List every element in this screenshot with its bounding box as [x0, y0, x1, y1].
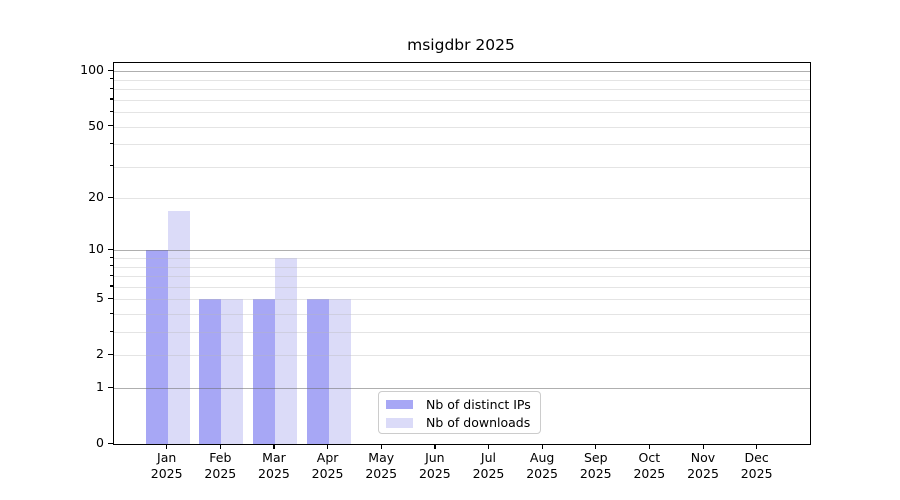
- y-minor-tick-70: [109, 98, 113, 100]
- bar-nb-of-downloads-feb: [221, 299, 244, 444]
- x-tick-apr: [327, 444, 329, 449]
- x-tick-label-dec: Dec 2025: [727, 450, 787, 481]
- x-tick-sep: [595, 444, 597, 449]
- y-tick-1: [107, 386, 113, 388]
- y-tick-label-5: 5: [96, 290, 104, 306]
- y-tick-2: [107, 353, 113, 355]
- month-label: Dec: [744, 450, 769, 465]
- y-tick-label-2: 2: [96, 346, 104, 362]
- x-tick-label-jul: Jul 2025: [458, 450, 518, 481]
- x-tick-label-sep: Sep 2025: [566, 450, 626, 481]
- month-label: Mar: [262, 450, 286, 465]
- month-label: Jun: [425, 450, 445, 465]
- bars-layer: [114, 63, 810, 444]
- year-label: 2025: [472, 465, 505, 481]
- x-tick-jun: [434, 444, 436, 449]
- chart-title: msigdbr 2025: [407, 36, 515, 54]
- year-label: 2025: [579, 465, 612, 481]
- x-tick-label-nov: Nov 2025: [673, 450, 733, 481]
- year-label: 2025: [311, 465, 344, 481]
- y-minor-tick-9: [109, 256, 113, 258]
- month-label: Aug: [529, 450, 555, 465]
- y-minor-tick-90: [109, 78, 113, 80]
- y-minor-tick-7: [109, 274, 113, 276]
- y-tick-label-0: 0: [96, 435, 104, 450]
- x-tick-may: [380, 444, 382, 449]
- y-tick-20: [107, 196, 113, 198]
- y-minor-tick-8: [109, 265, 113, 267]
- legend: Nb of distinct IPs Nb of downloads: [378, 391, 541, 434]
- y-tick-10: [107, 248, 113, 251]
- y-tick-label-50: 50: [88, 117, 104, 133]
- month-label: Oct: [638, 450, 661, 465]
- x-tick-oct: [648, 444, 651, 449]
- x-tick-label-jan: Jan 2025: [137, 450, 197, 481]
- year-label: 2025: [204, 465, 237, 481]
- y-tick-label-1: 1: [96, 379, 104, 395]
- y-minor-tick-80: [109, 87, 113, 89]
- x-tick-label-jun: Jun 2025: [405, 450, 465, 481]
- year-label: 2025: [740, 465, 773, 481]
- x-tick-dec: [756, 444, 758, 449]
- y-minor-tick-60: [109, 110, 113, 112]
- x-tick-label-oct: Oct 2025: [619, 450, 679, 481]
- x-tick-jul: [487, 444, 490, 449]
- y-minor-tick-6: [109, 285, 113, 287]
- x-tick-label-apr: Apr 2025: [298, 450, 358, 481]
- month-label: Jul: [480, 450, 497, 465]
- legend-label: Nb of downloads: [426, 415, 531, 431]
- year-label: 2025: [150, 465, 183, 481]
- year-label: 2025: [258, 465, 290, 481]
- year-label: 2025: [633, 465, 666, 481]
- x-tick-aug: [541, 444, 543, 449]
- month-label: Nov: [690, 450, 716, 465]
- month-label: Apr: [316, 450, 339, 465]
- bar-nb-of-downloads-jan: [167, 210, 190, 444]
- legend-item-nb-of-downloads: Nb of downloads: [379, 414, 540, 433]
- bar-nb-of-distinct-ips-apr: [306, 299, 329, 444]
- y-tick-label-100: 100: [80, 62, 104, 78]
- x-tick-label-may: May 2025: [351, 450, 411, 481]
- plot-area: [113, 62, 811, 445]
- bar-nb-of-distinct-ips-feb: [199, 299, 222, 444]
- bar-nb-of-downloads-mar: [274, 258, 297, 444]
- y-tick-50: [107, 125, 113, 127]
- x-tick-feb: [219, 444, 222, 449]
- x-tick-label-mar: Mar 2025: [244, 450, 304, 481]
- x-tick-label-aug: Aug 2025: [512, 450, 572, 481]
- y-tick-label-20: 20: [88, 189, 104, 205]
- y-minor-tick-3: [109, 330, 113, 332]
- x-tick-label-feb: Feb 2025: [190, 450, 250, 481]
- year-label: 2025: [418, 465, 451, 481]
- y-minor-tick-30: [109, 165, 113, 167]
- y-tick-0: [107, 442, 113, 444]
- bar-nb-of-distinct-ips-jan: [145, 250, 168, 444]
- legend-swatch: [386, 418, 413, 428]
- y-minor-tick-4: [109, 312, 113, 314]
- x-tick-jan: [166, 444, 168, 449]
- month-label: Feb: [209, 450, 232, 465]
- y-minor-tick-40: [109, 142, 113, 144]
- year-label: 2025: [687, 465, 719, 481]
- x-tick-mar: [273, 444, 275, 449]
- bar-nb-of-distinct-ips-mar: [252, 299, 275, 444]
- legend-label: Nb of distinct IPs: [426, 396, 531, 412]
- year-label: 2025: [365, 465, 398, 481]
- bar-nb-of-downloads-apr: [328, 299, 351, 444]
- year-label: 2025: [526, 465, 559, 481]
- y-tick-5: [107, 297, 113, 300]
- x-tick-nov: [702, 444, 704, 449]
- legend-item-nb-of-distinct-ips: Nb of distinct IPs: [379, 395, 540, 414]
- month-label: May: [368, 450, 395, 465]
- month-label: Sep: [583, 450, 608, 465]
- legend-swatch: [386, 399, 413, 409]
- y-tick-100: [107, 69, 113, 72]
- y-tick-label-10: 10: [88, 241, 104, 257]
- month-label: Jan: [157, 450, 177, 465]
